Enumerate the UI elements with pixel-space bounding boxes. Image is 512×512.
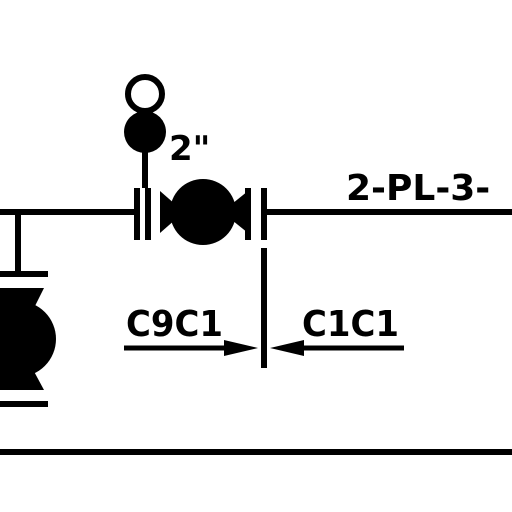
inlet-flange <box>134 188 151 240</box>
spec-right-label: C1C1 <box>302 304 399 345</box>
outlet-flange <box>245 188 267 240</box>
spec-left-label: C9C1 <box>126 304 223 345</box>
gate-valve <box>160 179 248 245</box>
instrument-circle-filled <box>124 111 166 153</box>
vertical-valve <box>0 271 56 407</box>
line-number-label: 2-PL-3- <box>346 168 490 209</box>
spec-break-arrows <box>124 340 404 356</box>
valve-size-label: 2" <box>169 129 210 169</box>
instrument-circle-open <box>125 74 165 114</box>
